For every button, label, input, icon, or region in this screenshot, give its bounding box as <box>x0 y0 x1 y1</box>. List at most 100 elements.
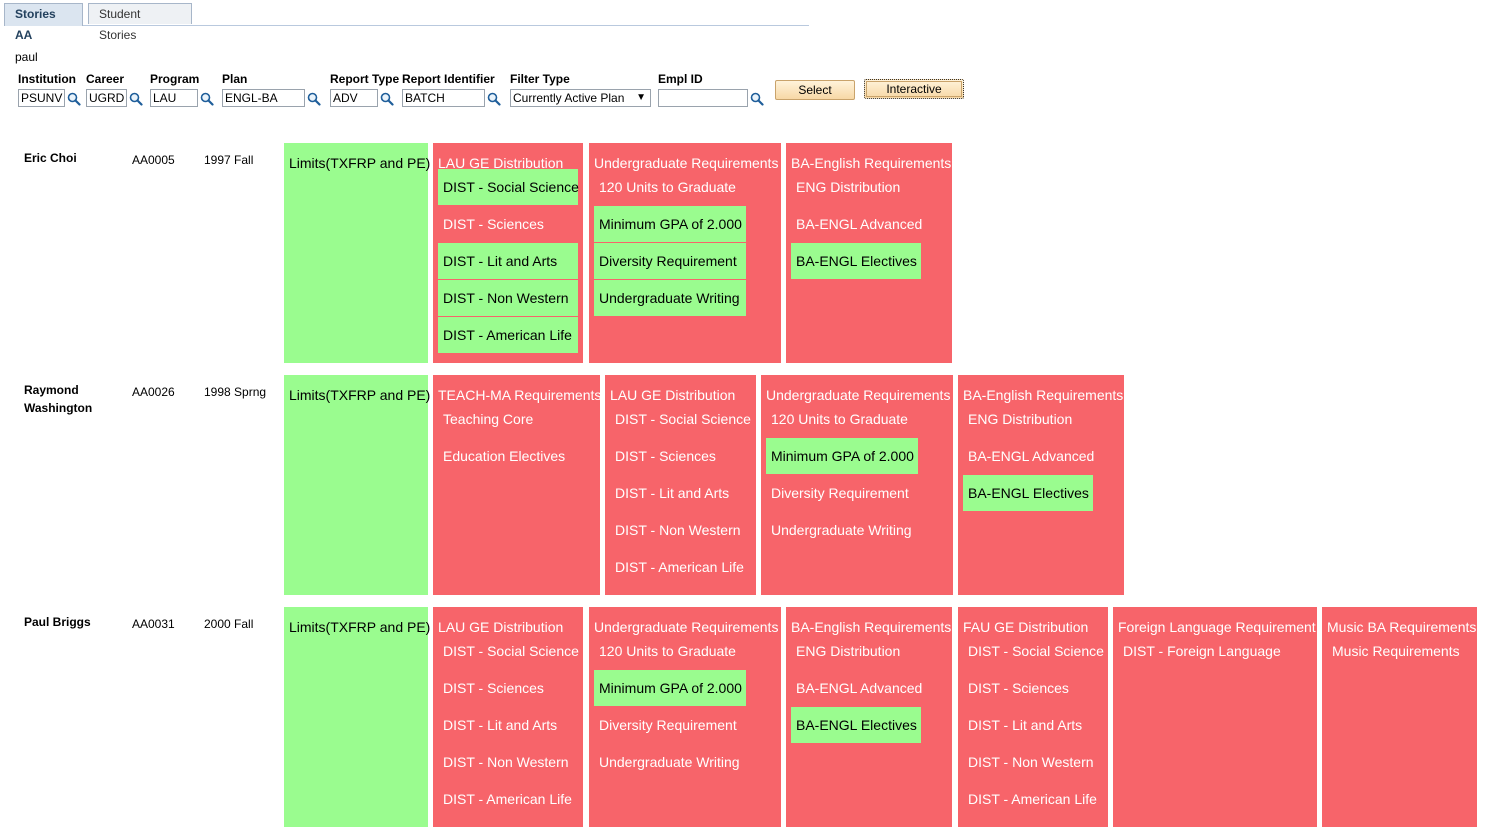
requirement-title: Limits(TXFRP and PE) <box>289 387 431 403</box>
requirement-item[interactable]: DIST - Lit and Arts <box>438 243 578 279</box>
plan-label: Plan <box>222 72 248 86</box>
requirement-box[interactable]: BA-English Requirements ENG Distribution B… <box>958 375 1124 595</box>
requirement-item[interactable]: DIST - Non Western <box>615 522 741 538</box>
requirement-item[interactable]: DIST - Lit and Arts <box>615 485 730 501</box>
requirement-item[interactable]: DIST - Sciences <box>615 448 716 464</box>
requirement-item[interactable]: DIST - Social Science <box>438 169 579 205</box>
requirement-item[interactable]: DIST - Social Science <box>615 411 751 427</box>
requirement-box[interactable]: LAU GE Distribution DIST - Social Science… <box>605 375 756 595</box>
program-input[interactable]: LAU <box>150 89 198 107</box>
requirement-item[interactable]: DIST - Social Science <box>443 643 579 659</box>
requirement-box[interactable]: TEACH-MA Requirements Teaching Core Educat… <box>433 375 602 595</box>
requirement-item[interactable]: ENG Distribution <box>796 179 901 195</box>
requirement-item[interactable]: BA-ENGL Electives <box>963 475 1093 511</box>
requirement-item[interactable]: 120 Units to Graduate <box>771 411 908 427</box>
requirement-item[interactable]: ENG Distribution <box>796 643 901 659</box>
requirement-item[interactable]: BA-ENGL Advanced <box>968 448 1095 464</box>
requirement-item[interactable]: BA-ENGL Electives <box>791 707 921 743</box>
requirement-box[interactable]: Music BA Requirements Music Requirements <box>1322 607 1477 827</box>
requirement-item[interactable]: Minimum GPA of 2.000 <box>594 206 746 242</box>
requirement-item[interactable]: DIST - Sciences <box>968 680 1069 696</box>
plan-input[interactable]: ENGL-BA <box>222 89 305 107</box>
dropdown-arrow-icon: ▼ <box>636 92 646 103</box>
program-lookup-icon[interactable] <box>200 92 214 106</box>
requirement-title: BA-English Requirements <box>963 387 1124 403</box>
requirement-box[interactable]: Undergraduate Requirements 120 Units to G… <box>589 607 781 827</box>
student-term: 1997 Fall <box>204 153 254 167</box>
tab-student-stories[interactable]: Student Stories <box>88 3 192 42</box>
requirement-item[interactable]: ENG Distribution <box>968 411 1073 427</box>
empl-id-lookup-icon[interactable] <box>750 92 764 106</box>
requirement-title: Undergraduate Requirements <box>594 155 779 171</box>
requirement-title: LAU GE Distribution <box>610 387 736 403</box>
requirement-item[interactable]: Music Requirements <box>1332 643 1460 659</box>
tab-bar: Stories AA Student Stories <box>4 3 809 42</box>
requirement-item[interactable]: DIST - American Life <box>968 791 1097 807</box>
requirement-box[interactable]: Undergraduate Requirements 120 Units to G… <box>589 143 781 363</box>
requirement-item[interactable]: DIST - Lit and Arts <box>968 717 1083 733</box>
report-type-input[interactable]: ADV <box>330 89 378 107</box>
requirement-item[interactable]: DIST - American Life <box>438 317 578 353</box>
requirement-title: Undergraduate Requirements <box>766 387 951 403</box>
requirement-item[interactable]: DIST - Social Science <box>968 643 1104 659</box>
requirement-item[interactable]: DIST - Lit and Arts <box>443 717 558 733</box>
requirement-item[interactable]: DIST - Non Western <box>438 280 578 316</box>
requirement-box[interactable]: Limits(TXFRP and PE) <box>284 607 431 827</box>
requirement-item[interactable]: Education Electives <box>443 448 566 464</box>
requirement-box[interactable]: Foreign Language Requirement DIST - Forei… <box>1113 607 1317 827</box>
filter-type-label: Filter Type <box>510 72 570 86</box>
tab-stories-aa[interactable]: Stories AA <box>4 3 83 42</box>
requirement-item[interactable]: Diversity Requirement <box>594 243 746 279</box>
career-input[interactable]: UGRD <box>86 89 127 107</box>
requirement-title: LAU GE Distribution <box>438 155 564 171</box>
requirement-item[interactable]: Undergraduate Writing <box>771 522 912 538</box>
requirement-item[interactable]: Minimum GPA of 2.000 <box>766 438 918 474</box>
career-label: Career <box>86 72 125 86</box>
requirement-item[interactable]: 120 Units to Graduate <box>599 643 736 659</box>
requirement-title: TEACH-MA Requirements <box>438 387 602 403</box>
empl-id-label: Empl ID <box>658 72 703 86</box>
requirement-item[interactable]: DIST - American Life <box>615 559 744 575</box>
report-identifier-label: Report Identifier <box>402 72 495 86</box>
requirement-item[interactable]: BA-ENGL Electives <box>791 243 921 279</box>
requirement-box[interactable]: Limits(TXFRP and PE) <box>284 143 431 363</box>
requirement-item[interactable]: DIST - American Life <box>443 791 572 807</box>
requirement-item[interactable]: DIST - Sciences <box>443 216 544 232</box>
requirement-title: Music BA Requirements <box>1327 619 1477 635</box>
requirement-box[interactable]: BA-English Requirements ENG Distribution B… <box>786 607 952 827</box>
requirement-box[interactable]: LAU GE Distribution DIST - Social Science… <box>433 143 583 363</box>
requirement-title: Limits(TXFRP and PE) <box>289 619 431 635</box>
requirement-item[interactable]: BA-ENGL Advanced <box>796 680 923 696</box>
institution-lookup-icon[interactable] <box>67 92 81 106</box>
plan-lookup-icon[interactable] <box>307 92 321 106</box>
student-term: 1998 Sprng <box>204 385 267 399</box>
requirement-box[interactable]: LAU GE Distribution DIST - Social Science… <box>433 607 583 827</box>
requirement-item[interactable]: Undergraduate Writing <box>599 754 740 770</box>
interactive-button[interactable]: Interactive <box>864 79 964 99</box>
requirement-item[interactable]: Undergraduate Writing <box>594 280 746 316</box>
student-name: Raymond Washington <box>24 383 93 415</box>
requirement-box[interactable]: Limits(TXFRP and PE) <box>284 375 431 595</box>
requirement-box[interactable]: FAU GE Distribution DIST - Social Science… <box>958 607 1108 827</box>
requirement-title: Limits(TXFRP and PE) <box>289 155 431 171</box>
select-button[interactable]: Select <box>775 80 855 100</box>
filter-type-select[interactable]: Currently Active Plan ▼ <box>510 89 651 107</box>
requirement-item[interactable]: DIST - Sciences <box>443 680 544 696</box>
institution-input[interactable]: PSUNV <box>18 89 65 107</box>
requirement-item[interactable]: Diversity Requirement <box>771 485 909 501</box>
requirement-box[interactable]: Undergraduate Requirements 120 Units to G… <box>761 375 953 595</box>
empl-id-input[interactable] <box>658 89 748 107</box>
requirement-item[interactable]: DIST - Foreign Language <box>1123 643 1281 659</box>
career-lookup-icon[interactable] <box>129 92 143 106</box>
requirement-item[interactable]: Teaching Core <box>443 411 534 427</box>
report-type-lookup-icon[interactable] <box>380 92 394 106</box>
requirement-item[interactable]: Diversity Requirement <box>599 717 737 733</box>
requirement-item[interactable]: BA-ENGL Advanced <box>796 216 923 232</box>
requirement-item[interactable]: DIST - Non Western <box>968 754 1094 770</box>
report-identifier-input[interactable]: BATCH <box>402 89 485 107</box>
requirement-item[interactable]: Minimum GPA of 2.000 <box>594 670 746 706</box>
requirement-item[interactable]: 120 Units to Graduate <box>599 179 736 195</box>
requirement-item[interactable]: DIST - Non Western <box>443 754 569 770</box>
requirement-box[interactable]: BA-English Requirements ENG Distribution B… <box>786 143 952 363</box>
report-identifier-lookup-icon[interactable] <box>487 92 501 106</box>
